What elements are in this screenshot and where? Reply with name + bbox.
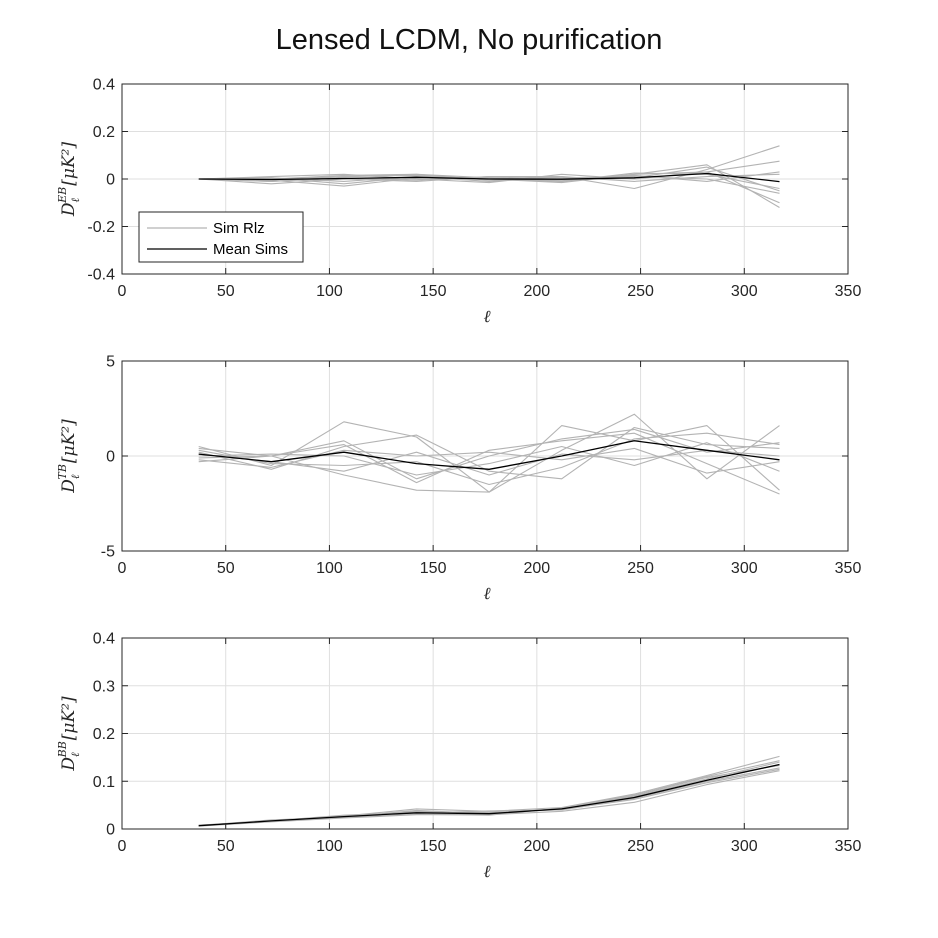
- sim-rlz-line-7: [198, 166, 780, 192]
- x-tick-label: 0: [118, 283, 127, 300]
- x-tick-label: 150: [420, 838, 447, 855]
- x-tick-label: 50: [217, 283, 235, 300]
- legend-label-2: Mean Sims: [213, 241, 288, 258]
- x-tick-label: 300: [731, 283, 758, 300]
- figure-title: Lensed LCDM, No purification: [275, 24, 663, 56]
- sim-rlz-line-8: [198, 173, 780, 182]
- y-tick-label: -0.2: [87, 219, 115, 236]
- mean-sims-line: [198, 763, 780, 827]
- x-tick-label: 250: [627, 838, 654, 855]
- x-tick-label: 100: [316, 283, 343, 300]
- sim-rlz-line-6: [198, 171, 780, 187]
- mean-sims-line: [198, 172, 780, 183]
- y-axis-label: DℓBB[μK²]: [56, 696, 82, 772]
- y-tick-label: -0.4: [87, 267, 115, 284]
- y-tick-label: 0.4: [93, 77, 115, 94]
- sim-rlz-line-9: [198, 449, 780, 476]
- sim-rlz-line-2: [198, 425, 780, 493]
- x-tick-label: 350: [835, 283, 862, 300]
- x-tick-label: 200: [524, 283, 551, 300]
- y-tick-label: 0: [106, 822, 115, 839]
- y-axis-label: DℓTB[μK²]: [56, 419, 82, 494]
- x-tick-label: 150: [420, 283, 447, 300]
- x-tick-label: 50: [217, 838, 235, 855]
- y-tick-label: 0: [106, 172, 115, 189]
- x-axis-label: ℓ: [483, 584, 490, 604]
- sim-rlz-line-7: [198, 447, 780, 474]
- x-tick-label: 250: [627, 560, 654, 577]
- subplot-1: 0 50 100 150 200 250 300 350 -0.4 -0.2 0 0.2 0.4 ℓ DℓE…: [56, 77, 861, 328]
- y-tick-label: 0.1: [93, 774, 115, 791]
- x-tick-label: 200: [524, 838, 551, 855]
- y-tick-label: 0.2: [93, 726, 115, 743]
- y-tick-label: 0.4: [93, 631, 115, 648]
- y-tick-label: 0.3: [93, 678, 115, 695]
- x-tick-label: 50: [217, 560, 235, 577]
- sim-rlz-line-8: [198, 428, 780, 480]
- x-tick-label: 300: [731, 560, 758, 577]
- x-axis-label: ℓ: [483, 862, 490, 882]
- x-tick-label: 0: [118, 838, 127, 855]
- sim-rlz-line-6: [198, 442, 780, 476]
- x-axis-label: ℓ: [483, 307, 490, 327]
- subplot-3: 0 50 100 150 200 250 300 350 0 0.1 0.2 0.3 0.4 ℓ DℓBB[…: [56, 631, 861, 883]
- x-tick-label: 200: [524, 560, 551, 577]
- x-tick-label: 250: [627, 283, 654, 300]
- y-tick-label: 5: [106, 354, 115, 371]
- x-tick-label: 100: [316, 838, 343, 855]
- x-tick-label: 100: [316, 560, 343, 577]
- legend: Sim Rlz Mean Sims: [138, 211, 304, 263]
- y-tick-label: 0: [106, 449, 115, 466]
- mean-sims-line: [198, 440, 780, 470]
- sim-rlz-line-5: [198, 432, 780, 486]
- x-tick-label: 300: [731, 838, 758, 855]
- y-tick-label: -5: [101, 544, 115, 561]
- x-tick-label: 350: [835, 560, 862, 577]
- legend-label-1: Sim Rlz: [213, 220, 265, 237]
- y-axis-label: DℓEB[μK²]: [56, 142, 82, 218]
- legend-box: [138, 211, 304, 263]
- x-tick-label: 0: [118, 560, 127, 577]
- x-tick-label: 150: [420, 560, 447, 577]
- x-tick-label: 350: [835, 838, 862, 855]
- y-tick-label: 0.2: [93, 124, 115, 141]
